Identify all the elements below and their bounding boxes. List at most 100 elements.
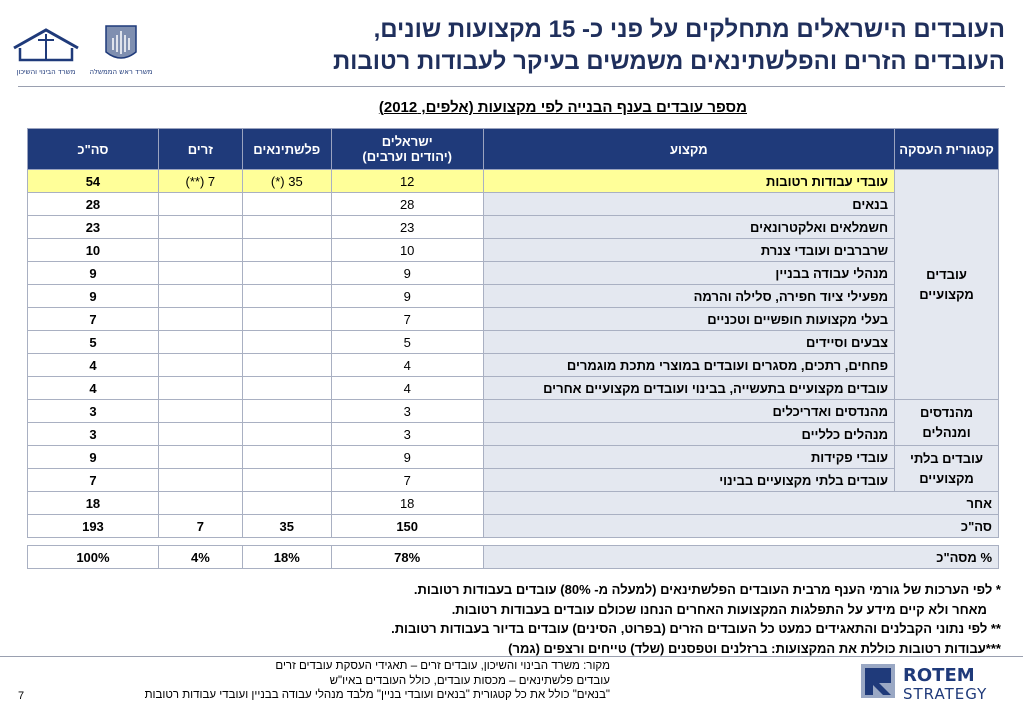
foreign-cell: [157, 284, 243, 308]
sum-palestinians-cell: 35: [241, 514, 332, 538]
footnote: * לפי הערכות של גורמי הענף מרבית העובדים…: [413, 582, 1001, 597]
israelis-cell: 28: [330, 192, 484, 216]
israelis-cell: 9: [330, 261, 484, 285]
palestinians-cell: [241, 215, 332, 239]
svg-text:משרד הבינוי והשיכון: משרד הבינוי והשיכון: [17, 68, 76, 76]
total-cell: 7: [27, 307, 159, 331]
occupation-cell: צבעים וסיידים: [482, 330, 896, 354]
total-cell: 9: [27, 284, 159, 308]
pmo-emblem-logo: משרד ראש הממשלה: [90, 25, 152, 76]
israelis-cell: 9: [330, 284, 484, 308]
header-israelis-label: ישראלים: [381, 134, 433, 149]
table-row: עובדים בלתי מקצועיים עובדי פקידות 9 9: [27, 445, 999, 492]
occupation-cell: מנהלים כלליים: [482, 422, 896, 446]
table-row: עובדים מקצועיים בתעשייה, בבינוי ועובדים …: [27, 376, 999, 400]
percent-label: % מסה"כ: [482, 545, 1000, 569]
footer-divider: [0, 656, 1023, 657]
header-israelis-sub: (יהודים וערבים): [362, 149, 453, 164]
foreign-cell: [157, 238, 243, 262]
header-foreign: זרים: [157, 128, 243, 170]
table-row: עובדים מקצועיים עובדי עבודות רטובות 12 3…: [27, 169, 999, 400]
source-line: עובדים פלשתינאים – מכסות עובדים, כולל הע…: [329, 674, 610, 687]
israelis-cell: 3: [330, 399, 484, 423]
header-palestinians: פלשתינאים: [241, 128, 332, 170]
page-number: 7: [18, 690, 25, 702]
percent-israelis-cell: 78%: [330, 545, 484, 569]
other-total-cell: 18: [27, 491, 159, 515]
table-row: בעלי מקצועות חופשיים וטכניים 7 7: [27, 307, 999, 331]
table-row: מהנדסים ומנהלים מהנדסים ואדריכלים 3 3: [27, 399, 999, 446]
israelis-cell: 10: [330, 238, 484, 262]
other-label: אחר: [482, 491, 1000, 515]
table-row: מפעילי ציוד חפירה, סלילה והרמה 9 9: [27, 284, 999, 308]
footnotes: * לפי הערכות של גורמי הענף מרבית העובדים…: [201, 580, 1001, 658]
source-notes: מקור: משרד הבינוי והשיכון, עובדים זרים –…: [50, 659, 610, 703]
sum-total-cell: 193: [27, 514, 159, 538]
total-cell: 10: [27, 238, 159, 262]
foreign-cell: [157, 422, 243, 446]
table-row: חשמלאים ואלקטרונאים 23 23: [27, 215, 999, 239]
palestinians-cell: [241, 238, 332, 262]
palestinians-cell: [241, 422, 332, 446]
header-total: סה"כ: [27, 128, 159, 170]
table-row: מנהלי עבודה בבניין 9 9: [27, 261, 999, 285]
table-row: צבעים וסיידים 5 5: [27, 330, 999, 354]
svg-text:STRATEGY: STRATEGY: [903, 685, 987, 703]
footnote: ***עבודות רטובות כוללת את המקצועות: ברזל…: [508, 640, 1001, 656]
foreign-cell: [157, 215, 243, 239]
total-cell: 23: [27, 215, 159, 239]
total-cell: 9: [27, 261, 159, 285]
israelis-cell: 3: [330, 422, 484, 446]
table-row: שרברבים ועובדי צנרת 10 10: [27, 238, 999, 262]
table-row: בנאים 28 28: [27, 192, 999, 216]
sum-israelis-cell: 150: [330, 514, 484, 538]
percent-foreign-cell: 4%: [157, 545, 243, 569]
israelis-cell: 9: [330, 445, 484, 469]
palestinians-cell: [241, 445, 332, 469]
footnote: ** לפי נתוני הקבלנים והתאגידים כמעט כל ה…: [391, 621, 1001, 636]
header-israelis: ישראלים (יהודים וערבים): [330, 128, 484, 170]
footnote: מאחר ולא קיים מידע על התפלגות המקצועות ה…: [451, 601, 987, 617]
title-divider: [18, 86, 1005, 87]
israelis-cell: 12: [330, 169, 484, 193]
percent-total-cell: 100%: [27, 545, 159, 569]
palestinians-cell: [241, 468, 332, 492]
housing-ministry-logo: משרד הבינוי והשיכון: [13, 28, 79, 76]
total-cell: 4: [27, 353, 159, 377]
foreign-cell: [157, 353, 243, 377]
table-row: עובדים בלתי מקצועיים בבינוי 7 7: [27, 468, 999, 492]
total-cell: 3: [27, 399, 159, 423]
israelis-cell: 23: [330, 215, 484, 239]
palestinians-cell: [241, 376, 332, 400]
total-cell: 28: [27, 192, 159, 216]
foreign-cell: [157, 376, 243, 400]
palestinians-cell: [241, 399, 332, 423]
category-professional: עובדים מקצועיים: [894, 169, 999, 400]
sum-foreign-cell: 7: [157, 514, 243, 538]
foreign-cell: 7 (**): [157, 169, 243, 193]
table-row: פחחים, רתכים, מסגרים ועובדים במוצרי מתכת…: [27, 353, 999, 377]
foreign-cell: [157, 445, 243, 469]
other-foreign-cell: [157, 491, 243, 515]
israelis-cell: 7: [330, 307, 484, 331]
israelis-cell: 4: [330, 376, 484, 400]
palestinians-cell: [241, 192, 332, 216]
svg-text:ROTEM: ROTEM: [903, 665, 975, 686]
source-line: מקור: משרד הבינוי והשיכון, עובדים זרים –…: [275, 660, 610, 672]
title-line-1: העובדים הישראלים מתחלקים על פני כ- 15 מק…: [373, 16, 1005, 43]
table-row: מנהלים כלליים 3 3: [27, 422, 999, 446]
total-cell: 9: [27, 445, 159, 469]
foreign-cell: [157, 330, 243, 354]
total-cell: 7: [27, 468, 159, 492]
occupation-cell: שרברבים ועובדי צנרת: [482, 238, 896, 262]
foreign-cell: [157, 261, 243, 285]
other-row: אחר 18 18: [27, 491, 1000, 515]
occupation-cell: מהנדסים ואדריכלים: [482, 399, 896, 423]
occupation-cell: מנהלי עבודה בבניין: [482, 261, 896, 285]
other-palestinians-cell: [241, 491, 332, 515]
source-line: "בנאים" כולל את כל קטגורית "בנאים ועובדי…: [144, 689, 610, 701]
other-israelis-cell: 18: [330, 491, 484, 515]
sum-label: סה"כ: [482, 514, 1000, 538]
israelis-cell: 4: [330, 353, 484, 377]
percent-row: % מסה"כ 78% 18% 4% 100%: [27, 545, 1000, 569]
